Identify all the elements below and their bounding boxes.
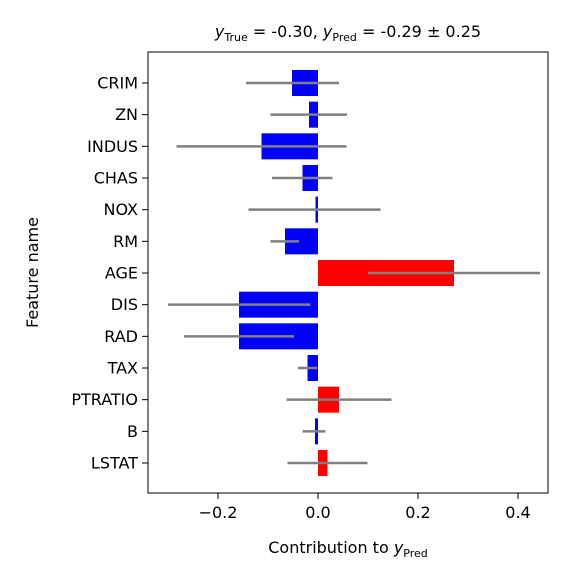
chart-title-text: yTrue = -0.30, yPred = -0.29 ± 0.25	[214, 22, 481, 44]
y-tick-label: AGE	[105, 264, 138, 283]
x-tick-label: −0.2	[199, 503, 238, 522]
y-tick-label: TAX	[107, 359, 138, 378]
title-y-pred-value: = -0.29 ± 0.25	[357, 22, 481, 41]
x-tick-label: 0.2	[405, 503, 430, 522]
y-tick-label: ZN	[115, 105, 138, 124]
x-axis-label-text: Contribution to yPred	[268, 538, 428, 560]
y-tick-label: CRIM	[97, 74, 138, 93]
y-tick-label: RM	[113, 232, 138, 251]
chart-title: yTrue = -0.30, yPred = -0.29 ± 0.25	[214, 22, 481, 44]
y-tick-label: RAD	[104, 327, 138, 346]
title-y-pred-sub: Pred	[332, 31, 356, 44]
x-axis-label: Contribution to yPred	[268, 538, 428, 560]
y-tick-label: INDUS	[87, 137, 138, 156]
x-label-var: y	[393, 538, 404, 557]
y-axis: CRIM ZN INDUS CHAS NOX RM AGE DIS RAD TAX PTRATIO B…	[71, 74, 148, 473]
y-tick-label: LSTAT	[91, 454, 138, 473]
title-y-true-sub: True	[223, 31, 248, 44]
y-axis-label: Feature name	[23, 217, 42, 328]
title-y-true-var: y	[214, 22, 225, 41]
y-tick-label: NOX	[104, 200, 139, 219]
y-tick-label: B	[127, 422, 138, 441]
y-tick-label: CHAS	[94, 169, 138, 188]
y-tick-label: DIS	[111, 295, 138, 314]
title-y-true-value: = -0.30,	[248, 22, 323, 41]
y-tick-label: PTRATIO	[71, 390, 138, 409]
y-axis-label-text: Feature name	[23, 217, 42, 328]
plot-frame	[147, 51, 549, 494]
x-tick-label: 0.4	[505, 503, 530, 522]
x-label-sub: Pred	[403, 547, 427, 560]
x-label-main: Contribution to	[268, 538, 394, 557]
title-y-pred-var: y	[322, 22, 333, 41]
error-bars	[168, 81, 540, 465]
x-tick-label: 0.0	[305, 503, 330, 522]
x-axis: −0.2 0.0 0.2 0.4	[199, 493, 531, 522]
